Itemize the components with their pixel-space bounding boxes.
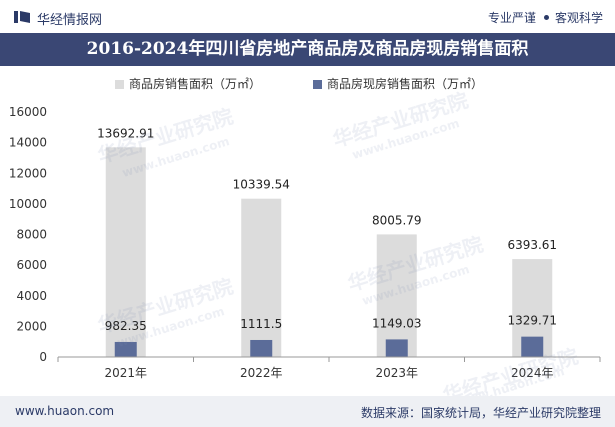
bar-series2 — [114, 341, 137, 357]
bar-series2 — [385, 339, 408, 357]
slogan-dot-icon — [543, 15, 549, 20]
bar-series1 — [376, 234, 417, 357]
data-label-series2: 1111.5 — [240, 317, 282, 331]
footer: www.huaon.com 数据来源：国家统计局，华经产业研究院整理 — [0, 396, 615, 427]
brand-logo-icon — [14, 11, 30, 23]
y-tick-label: 4000 — [16, 289, 47, 303]
slogan-left: 专业严谨 — [487, 11, 536, 25]
y-tick-label: 0 — [39, 350, 47, 364]
y-tick-label: 10000 — [9, 197, 47, 211]
data-label-series1: 13692.91 — [97, 126, 154, 140]
legend-swatch-series1 — [115, 80, 124, 89]
top-bar: 华经情报网 专业严谨 客观科学 — [0, 0, 615, 33]
y-tick-label: 2000 — [16, 319, 47, 333]
bars: 13692.91 982.35 10339.54 1111.5 8005.79 1149.… — [97, 126, 557, 357]
data-label-series1: 6393.61 — [507, 238, 557, 252]
y-tick-label: 8000 — [16, 228, 47, 242]
chart-legend: 商品房销售面积（万㎡） 商品房现房销售面积（万㎡） — [0, 75, 615, 93]
x-tick-label: 2022年 — [240, 366, 283, 380]
slogan: 专业严谨 客观科学 — [488, 9, 603, 26]
legend-swatch-series2 — [313, 80, 322, 89]
footer-source: 数据来源：国家统计局，华经产业研究院整理 — [360, 406, 601, 420]
data-label-series2: 1149.03 — [372, 316, 422, 330]
y-tick-label: 6000 — [16, 258, 47, 272]
title-bar: 2016-2024年四川省房地产商品房及商品房现房销售面积 — [0, 33, 615, 66]
y-tick-label: 12000 — [9, 166, 47, 180]
x-axis: 2021年 2022年 2023年 2024年 — [57, 356, 601, 380]
slogan-right: 客观科学 — [554, 11, 603, 25]
data-label-series2: 982.35 — [105, 319, 147, 333]
bar-series1 — [105, 147, 146, 357]
x-tick-label: 2024年 — [511, 366, 554, 380]
legend-label-series1: 商品房销售面积（万㎡） — [129, 77, 262, 91]
footer-website: www.huaon.com — [15, 404, 115, 418]
legend-label-series2: 商品房现房销售面积（万㎡） — [327, 77, 484, 91]
bar-chart: 0 2000 4000 6000 8000 10000 12000 14000 16000 13… — [9, 105, 601, 380]
y-tick-label: 16000 — [9, 105, 47, 119]
y-tick-label: 14000 — [9, 136, 47, 150]
y-axis: 0 2000 4000 6000 8000 10000 12000 14000 16000 — [9, 105, 47, 364]
chart-title: 2016-2024年四川省房地产商品房及商品房现房销售面积 — [86, 39, 529, 59]
bar-series2 — [250, 339, 273, 357]
x-tick-label: 2021年 — [104, 366, 147, 380]
legend-item-series1: 商品房销售面积（万㎡） — [115, 75, 261, 92]
bar-series1 — [241, 198, 282, 357]
brand-name: 华经情报网 — [37, 13, 103, 28]
data-label-series1: 10339.54 — [233, 178, 290, 192]
data-label-series2: 1329.71 — [507, 314, 557, 328]
data-label-series1: 8005.79 — [372, 213, 422, 227]
x-tick-label: 2023年 — [375, 366, 418, 380]
bar-series2 — [521, 336, 544, 357]
legend-item-series2: 商品房现房销售面积（万㎡） — [313, 75, 483, 92]
